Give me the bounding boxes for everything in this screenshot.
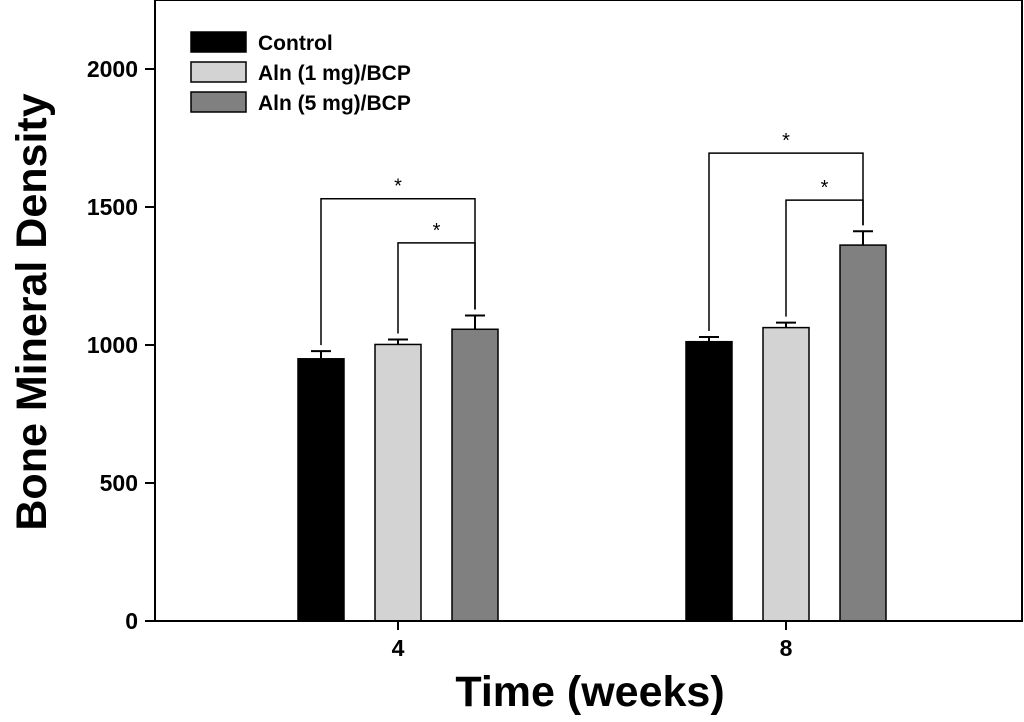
significance-bracket	[708, 152, 864, 331]
bar	[762, 326, 810, 622]
y-tick-label: 2000	[87, 56, 138, 82]
significance-star: *	[394, 176, 402, 198]
y-tick-label: 1000	[87, 332, 138, 358]
y-tick-label: 0	[125, 608, 138, 634]
significance-star: *	[821, 177, 829, 199]
bar	[374, 343, 422, 622]
significance-bracket	[785, 199, 864, 317]
significance-star: *	[433, 220, 441, 242]
bar	[839, 244, 887, 622]
significance-bracket	[397, 242, 476, 334]
x-tick-label: 4	[392, 635, 405, 661]
legend-swatch	[190, 61, 247, 83]
y-axis-label: Bone Mineral Density	[8, 93, 56, 530]
legend-swatch	[190, 91, 247, 113]
legend: Control Aln (1 mg)/BCP Aln (5 mg)/BCP	[190, 31, 411, 115]
bar	[685, 340, 733, 622]
y-axis: 0 500 1000 1500 2000	[87, 56, 155, 634]
legend-swatch	[190, 31, 247, 53]
x-axis-label: Time (weeks)	[455, 668, 724, 716]
plot-frame	[154, 0, 1023, 622]
legend-label: Aln (5 mg)/BCP	[258, 92, 411, 115]
bar	[297, 358, 345, 622]
y-tick-label: 500	[100, 470, 138, 496]
bars-layer	[297, 230, 887, 622]
significance-star: *	[782, 130, 790, 152]
y-tick-label: 1500	[87, 194, 138, 220]
bar	[451, 328, 499, 622]
legend-label: Aln (1 mg)/BCP	[258, 62, 411, 85]
legend-label: Control	[258, 32, 333, 55]
x-tick-label: 8	[780, 635, 793, 661]
significance-layer: * * * *	[320, 130, 864, 346]
